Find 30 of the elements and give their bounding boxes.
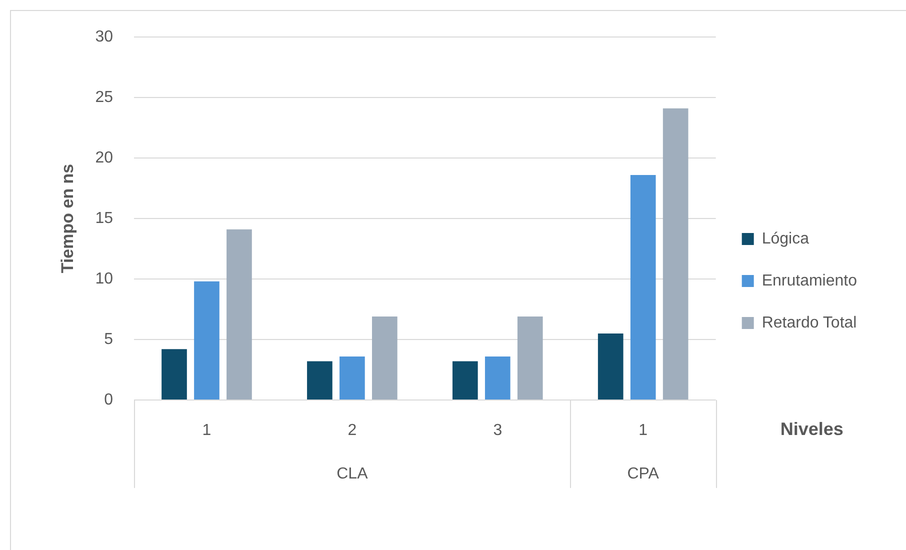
y-tick-label: 20 (95, 149, 114, 166)
x-tick-label: 2 (348, 422, 357, 440)
bar (194, 281, 220, 400)
bar (340, 356, 365, 400)
y-tick-label: 25 (95, 88, 114, 106)
bar (630, 174, 656, 400)
legend-label: Retardo Total (762, 314, 857, 332)
bar (598, 333, 624, 400)
y-tick-label: 0 (104, 391, 114, 408)
bar (226, 229, 252, 400)
y-tick-label: 10 (95, 270, 114, 288)
y-tick-label: 15 (95, 210, 114, 227)
y-tick-label: 5 (104, 330, 114, 348)
x-tick-label: 1 (638, 422, 648, 440)
x-axis-title: Niveles (780, 418, 844, 439)
text: CLA (336, 465, 368, 482)
x-tick-label: 1 (202, 422, 212, 440)
legend-label: Enrutamiento (762, 272, 858, 290)
bar (372, 316, 398, 400)
bar (484, 356, 510, 400)
y-axis-title: Tiempo en ns (58, 164, 77, 274)
bar (307, 361, 332, 400)
bar (452, 361, 478, 400)
text: CPA (627, 465, 660, 482)
bar (162, 349, 187, 400)
bar (662, 108, 688, 400)
x-tick-label: 3 (493, 422, 502, 440)
bar (517, 316, 543, 400)
y-tick-label: 30 (95, 28, 114, 46)
legend-label: Lógica (762, 230, 810, 248)
